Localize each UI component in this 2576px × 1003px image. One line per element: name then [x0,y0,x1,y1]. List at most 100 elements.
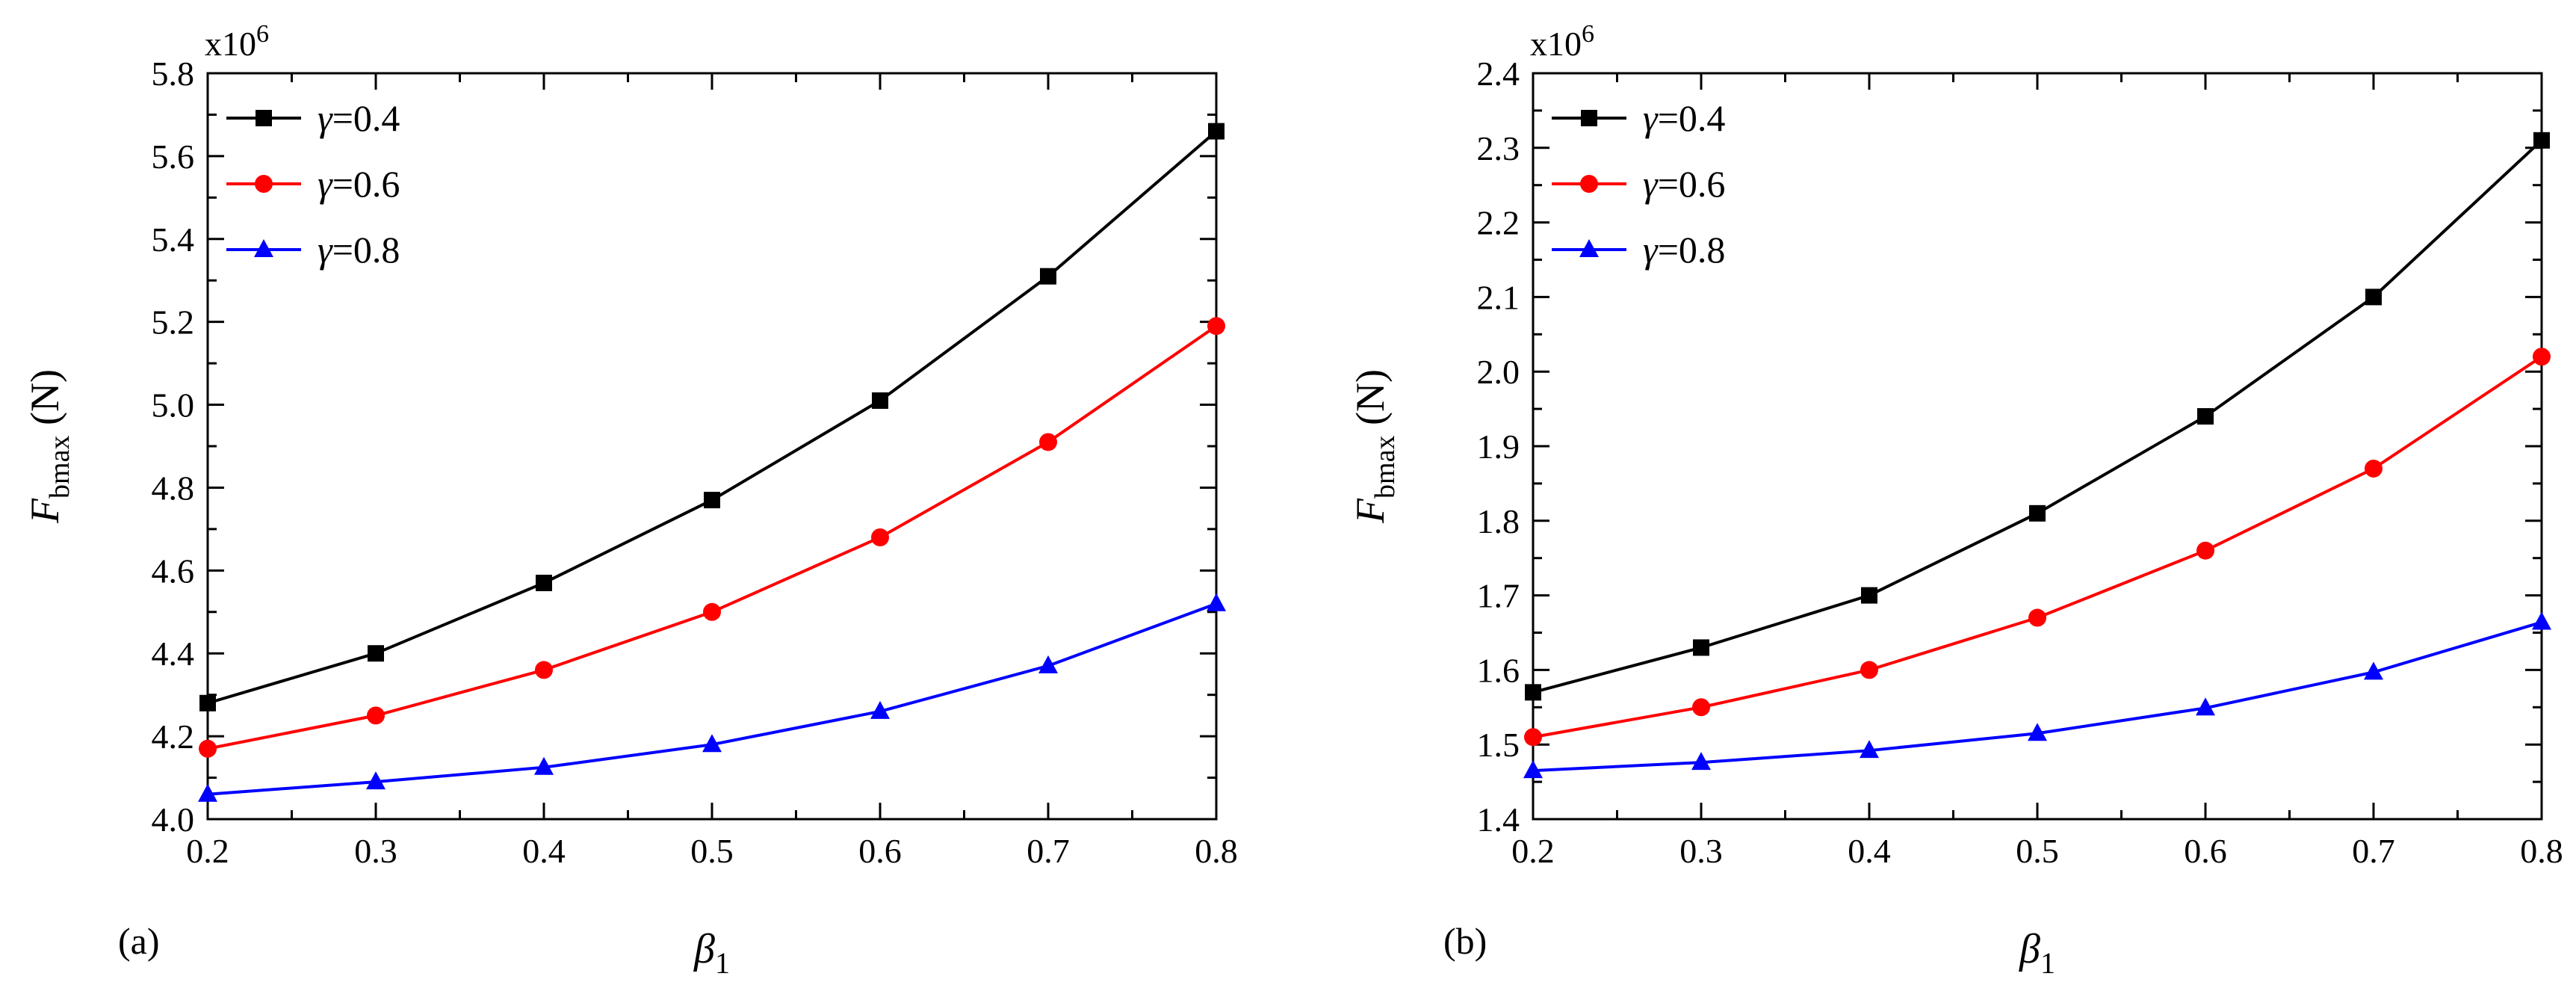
legend-value: =0.4 [1658,97,1726,139]
series-line [207,324,1218,750]
y-axis-symbol: F [1348,498,1393,524]
data-point [702,734,722,753]
series-triangle [198,593,1226,802]
data-point [199,739,217,758]
data-point [703,602,721,621]
data-point [1525,684,1541,701]
x-tick-label: 0.8 [1195,832,1238,870]
data-point [367,706,385,725]
legend-label: γ=0.4 [318,97,400,139]
legend-value: =0.6 [332,163,400,205]
y-tick-label: 2.3 [1477,129,1520,167]
data-point [1860,740,1879,759]
data-point [366,771,386,790]
y-axis-title: Fbmax (N) [1348,369,1401,524]
data-point [535,661,553,679]
data-point [2365,288,2382,306]
y-tick-label: 2.1 [1477,278,1520,316]
y-tick-label: 1.8 [1477,502,1520,540]
y-tick-label: 5.8 [152,55,195,93]
legend-marker [1580,175,1598,193]
data-point [1523,760,1543,779]
data-point [1207,317,1225,336]
legend-label: γ=0.6 [318,163,400,205]
legend-value: =0.8 [332,229,400,271]
data-point [870,700,890,719]
x-tick-label: 0.4 [1848,832,1891,870]
x-axis-title: β1 [2019,926,2055,980]
x-tick-label: 0.7 [1027,832,1070,870]
x-tick-label: 0.3 [354,832,397,870]
legend-greek: γ [1643,97,1659,139]
x-tick-label: 0.5 [690,832,734,870]
y-tick-label: 4.2 [152,717,195,756]
data-point [1860,661,1878,679]
x-axis-title: β1 [693,926,730,980]
data-point [2196,697,2215,716]
legend-greek: γ [318,163,333,205]
x-tick-label: 0.2 [186,832,229,870]
chart-panel-a: 0.2 0.3 0.4 0.5 0.6 0.7 0.8 4.0 4.2 4.4 4.6 4.8 5.0 5… [22,20,1238,980]
data-point [1038,655,1058,673]
x-axis-symbol: β [693,926,715,972]
y-tick-label: 4.4 [152,635,195,673]
chart-panel-b: 0.2 0.3 0.4 0.5 0.6 0.7 0.8 1.4 1.5 1.6 1.7 1.8 1.9 2… [1348,20,2563,980]
y-tick-label: 5.4 [152,220,195,259]
x-axis-subscript: 1 [2040,946,2055,980]
y-multiplier-base: x10 [1530,25,1582,63]
legend-label: γ=0.8 [318,229,400,271]
data-point [871,528,889,546]
data-point [2365,459,2383,478]
data-point [1692,698,1710,717]
panel-label: (b) [1443,920,1487,962]
legend-label: γ=0.6 [1643,163,1725,205]
legend-label: γ=0.8 [1643,229,1725,271]
data-point [704,492,720,509]
legend-value: =0.4 [332,97,400,139]
legend-marker [254,239,273,257]
y-multiplier-label: x106 [205,20,269,63]
y-axis-symbol: F [22,498,67,524]
series-circle [199,317,1225,758]
data-point [1208,123,1224,140]
x-tick-label: 0.5 [2016,832,2059,870]
y-tick-label: 4.8 [152,469,195,507]
y-tick-label: 5.2 [152,303,195,342]
x-tick-label: 0.6 [858,832,902,870]
data-point [2029,504,2046,522]
series-square [1525,132,2550,701]
x-tick-label: 0.7 [2352,832,2395,870]
y-tick-label: 2.0 [1477,353,1520,391]
y-tick-label: 1.6 [1477,651,1520,689]
data-point [1693,639,1709,656]
legend-greek: γ [1643,163,1659,205]
legend-entry: γ=0.8 [226,229,400,271]
x-tick-label: 0.3 [1679,832,1723,870]
y-tick-label: 1.5 [1477,726,1520,764]
legend-entry: γ=0.6 [1552,163,1725,205]
data-point [368,645,384,662]
y-axis-title: Fbmax (N) [22,369,75,524]
data-point [536,574,552,591]
x-tick-label: 0.6 [2184,832,2227,870]
data-point [1861,587,1877,604]
data-point [2197,408,2214,425]
series-line [1532,355,2543,739]
data-point [2364,661,2383,680]
legend-marker [1581,110,1597,126]
legend-value: =0.6 [1658,163,1726,205]
y-tick-label: 1.7 [1477,577,1520,615]
x-axis-symbol: β [2019,926,2040,972]
x-tick-label: 0.4 [522,832,566,870]
legend-entry: γ=0.6 [226,163,400,205]
y-tick-label: 5.6 [152,138,195,176]
y-tick-label: 2.2 [1477,204,1520,242]
series-line [1532,620,2542,773]
y-tick-label: 4.0 [152,800,195,839]
data-point [1691,752,1711,771]
series-line [207,602,1217,796]
data-point [2028,608,2046,627]
data-point [2532,611,2551,630]
y-axis-unit: (N) [22,369,67,435]
